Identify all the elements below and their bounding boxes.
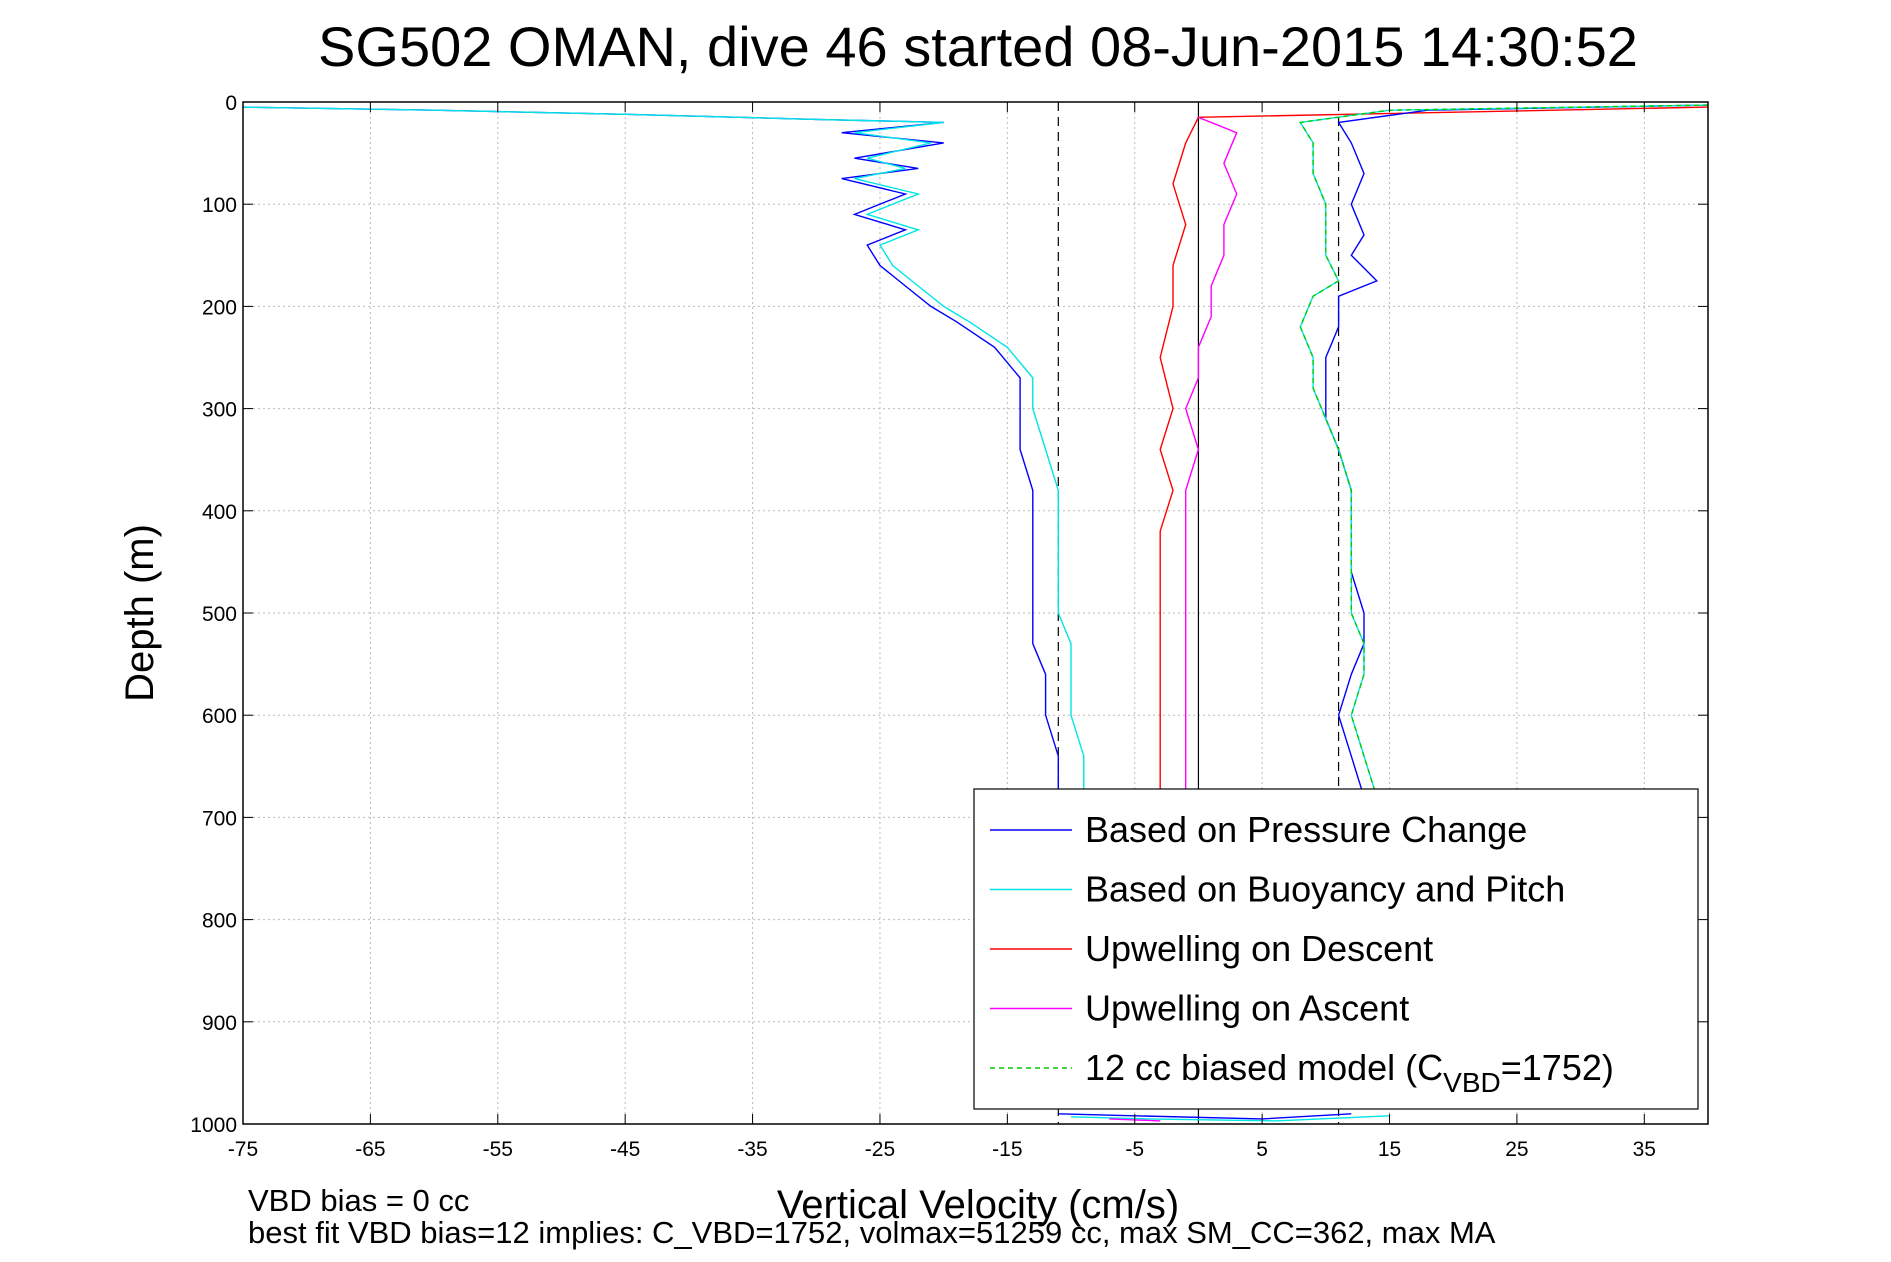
y-tick-label: 900 xyxy=(202,1012,237,1035)
x-tick-label: -25 xyxy=(865,1138,895,1161)
y-tick-label: 500 xyxy=(202,603,237,626)
y-tick-label: 600 xyxy=(202,705,237,728)
legend-label: Based on Buoyancy and Pitch xyxy=(1085,869,1565,910)
series-line xyxy=(1184,116,1238,797)
x-tick-label: -45 xyxy=(610,1138,640,1161)
x-tick-label: 25 xyxy=(1505,1138,1528,1161)
legend-label: Upwelling on Ascent xyxy=(1085,988,1409,1029)
y-tick-label: 400 xyxy=(202,501,237,524)
x-tick-label: 5 xyxy=(1256,1138,1268,1161)
y-tick-label: 800 xyxy=(202,910,237,933)
x-tick-label: 35 xyxy=(1633,1138,1656,1161)
footer-vbd-bias: VBD bias = 0 cc xyxy=(248,1183,469,1218)
y-tick-label: 200 xyxy=(202,296,237,319)
series-line xyxy=(1325,104,1709,798)
y-tick-label: 0 xyxy=(225,92,237,115)
legend-box xyxy=(973,788,1699,1110)
y-tick-label: 300 xyxy=(202,399,237,422)
x-tick-label: -5 xyxy=(1125,1138,1144,1161)
x-tick-label: -35 xyxy=(737,1138,767,1161)
legend-label: 12 cc biased model (CVBD=1752) xyxy=(1085,1047,1614,1098)
footer-best-fit: best fit VBD bias=12 implies: C_VBD=1752… xyxy=(248,1215,1496,1250)
legend: Based on Pressure Change Based on Buoyanc… xyxy=(973,788,1699,1110)
series-line xyxy=(1159,106,1709,797)
bottom-segment-line xyxy=(1058,1113,1352,1120)
x-tick-label: -15 xyxy=(992,1138,1022,1161)
series-line xyxy=(242,106,1060,797)
y-tick-label: 700 xyxy=(202,807,237,830)
chart-title: SG502 OMAN, dive 46 started 08-Jun-2015 … xyxy=(318,15,1638,78)
bottom-segment-line xyxy=(1070,1115,1390,1122)
series-line xyxy=(242,106,1085,797)
y-tick-label: 100 xyxy=(202,194,237,217)
legend-label: Based on Pressure Change xyxy=(1085,809,1527,850)
series-line xyxy=(1299,104,1709,798)
x-tick-label: 15 xyxy=(1378,1138,1401,1161)
x-tick-label: -55 xyxy=(483,1138,513,1161)
y-axis-ticks: 0 100 200 300 400 500 600 700 800 900 1000 xyxy=(190,92,1708,1137)
x-tick-label: -65 xyxy=(355,1138,385,1161)
series-lines xyxy=(242,104,1709,1122)
x-tick-label: -75 xyxy=(228,1138,258,1161)
x-axis-label: Vertical Velocity (cm/s) xyxy=(777,1183,1179,1227)
y-axis-label: Depth (m) xyxy=(118,524,162,702)
legend-label: Upwelling on Descent xyxy=(1085,928,1433,969)
x-axis-ticks: -75 -65 -55 -45 -35 -25 -15 -5 5 15 25 35 xyxy=(228,102,1656,1161)
y-tick-label: 1000 xyxy=(190,1114,237,1137)
series-line xyxy=(1299,104,1709,798)
